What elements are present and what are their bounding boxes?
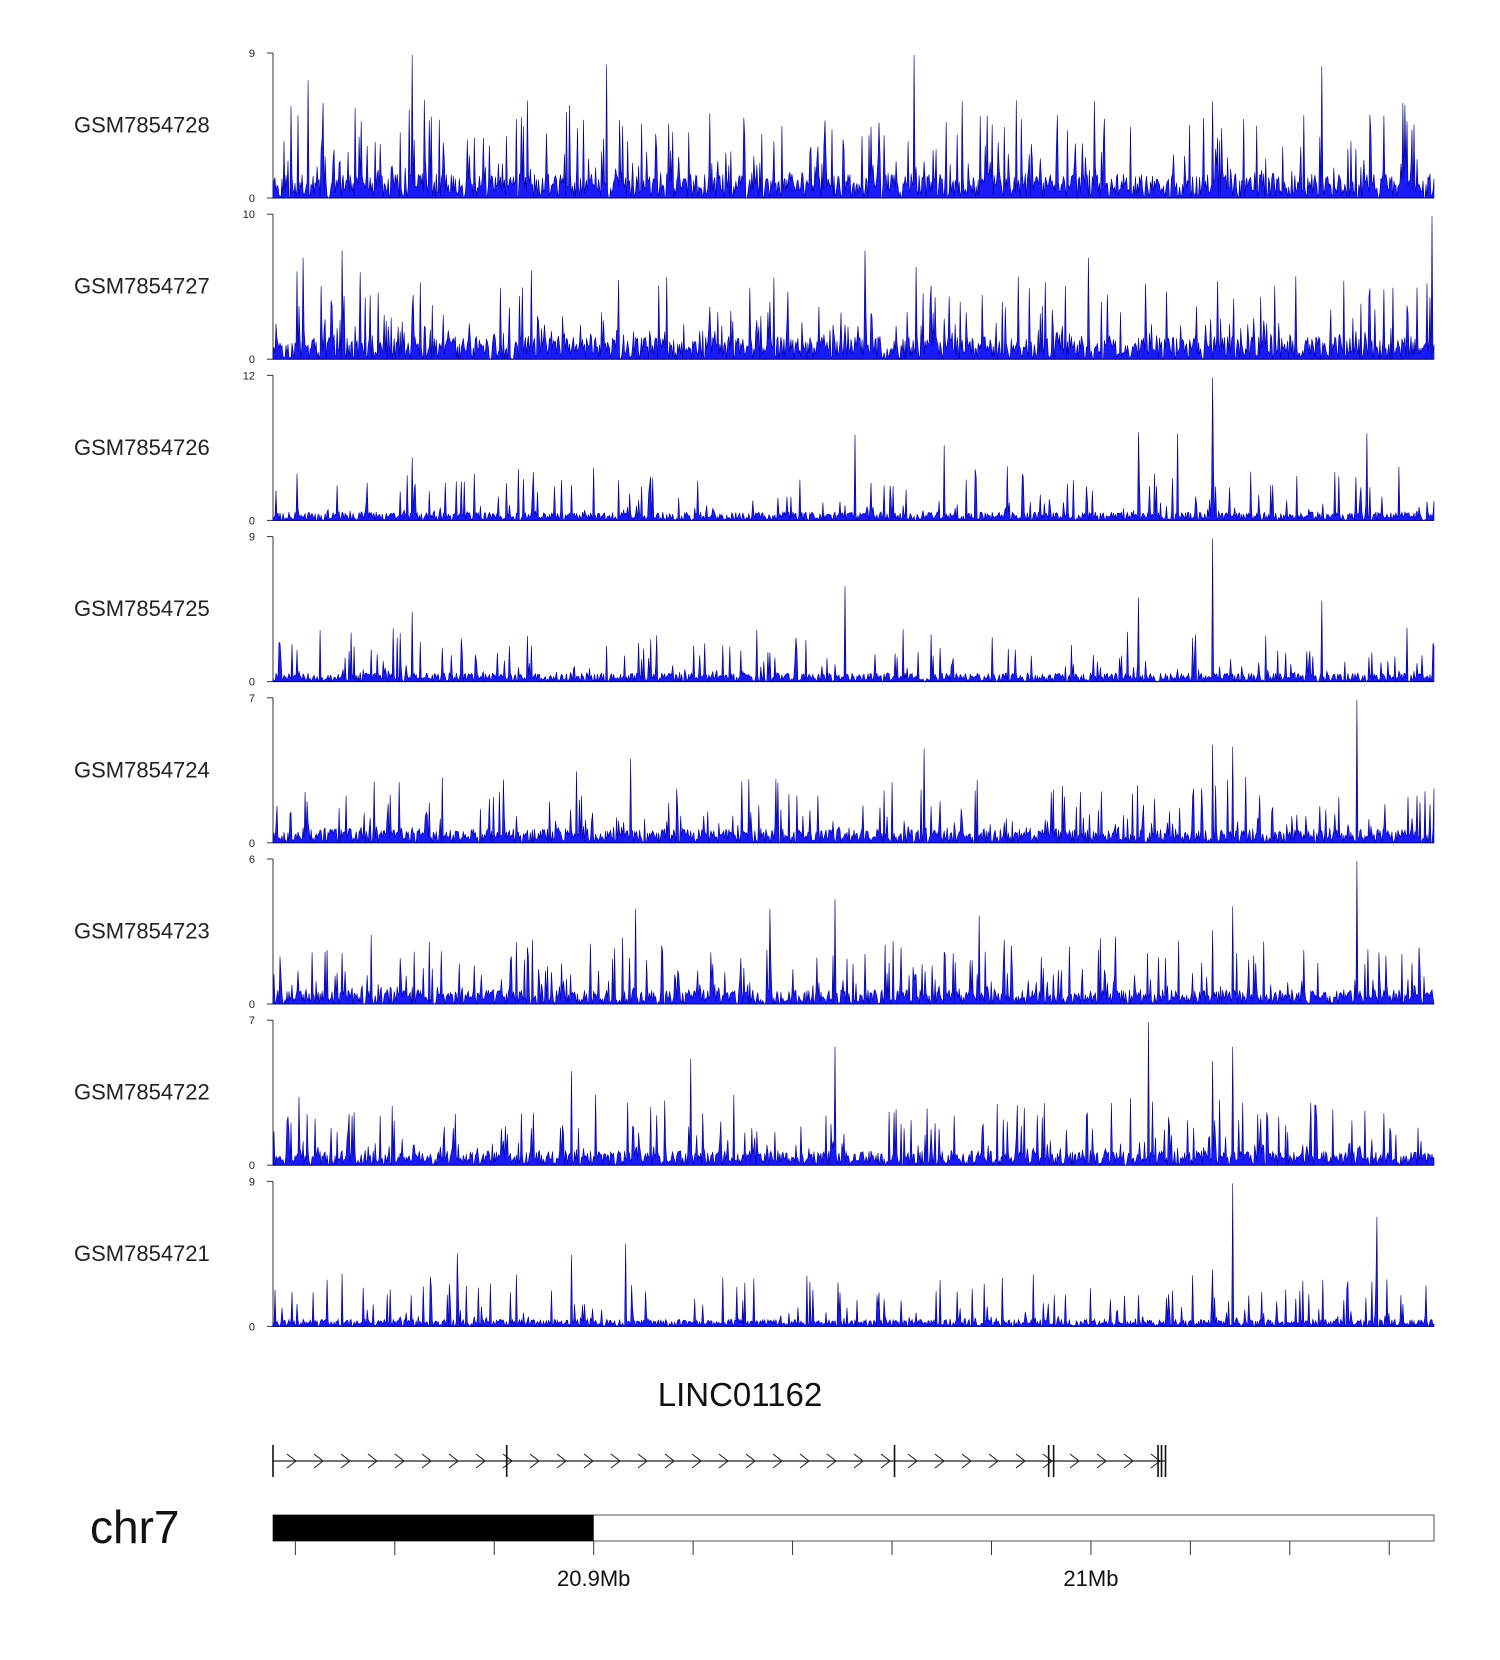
track-GSM7854722: GSM7854722 7 0 <box>74 1015 1435 1172</box>
strand-arrow <box>1015 1453 1026 1469</box>
y-tick-label-min: 0 <box>249 1321 255 1333</box>
coverage-signal <box>272 1183 1435 1328</box>
coverage-signal <box>272 1022 1435 1167</box>
coverage-signal <box>272 54 1435 199</box>
y-tick-label-max: 6 <box>249 854 255 866</box>
track-label: GSM7854724 <box>74 757 210 782</box>
strand-arrow <box>772 1453 783 1469</box>
strand-arrow <box>718 1453 729 1469</box>
strand-arrow <box>745 1453 756 1469</box>
track-GSM7854727: GSM7854727 10 0 <box>74 209 1435 366</box>
strand-arrow <box>340 1453 351 1469</box>
strand-arrow <box>1150 1453 1161 1469</box>
coverage-signal <box>272 216 1435 361</box>
strand-arrow <box>475 1453 486 1469</box>
strand-arrow <box>367 1453 378 1469</box>
track-label: GSM7854725 <box>74 596 210 621</box>
y-tick-label-max: 7 <box>249 1015 255 1027</box>
y-tick-label-min: 0 <box>249 515 255 527</box>
strand-arrow <box>934 1453 945 1469</box>
strand-arrow <box>313 1453 324 1469</box>
y-tick-label-max: 9 <box>249 1176 255 1188</box>
strand-arrow <box>637 1453 648 1469</box>
strand-arrow <box>394 1453 405 1469</box>
strand-arrow <box>286 1453 297 1469</box>
coverage-signal <box>272 699 1435 844</box>
strand-arrow <box>1123 1453 1134 1469</box>
strand-arrow <box>610 1453 621 1469</box>
strand-arrow <box>988 1453 999 1469</box>
coverage-tracks: GSM785472890GSM7854727100GSM7854726120GS… <box>74 48 1435 1333</box>
track-GSM7854726: GSM7854726 12 0 <box>74 370 1435 527</box>
strand-arrow <box>907 1453 918 1469</box>
strand-arrow <box>664 1453 675 1469</box>
y-tick-label-min: 0 <box>249 193 255 205</box>
chromosome-name: chr7 <box>90 1501 179 1553</box>
strand-arrow <box>583 1453 594 1469</box>
y-tick-label-min: 0 <box>249 1160 255 1172</box>
strand-arrow <box>448 1453 459 1469</box>
strand-arrow <box>799 1453 810 1469</box>
y-tick-label-min: 0 <box>249 354 255 366</box>
track-label: GSM7854726 <box>74 435 210 460</box>
strand-arrow <box>421 1453 432 1469</box>
track-GSM7854725: GSM7854725 9 0 <box>74 532 1435 689</box>
track-label: GSM7854723 <box>74 919 210 944</box>
track-GSM7854723: GSM7854723 6 0 <box>74 854 1435 1011</box>
strand-arrow <box>556 1453 567 1469</box>
strand-arrow <box>853 1453 864 1469</box>
strand-arrow <box>961 1453 972 1469</box>
y-tick-label-min: 0 <box>249 999 255 1011</box>
ideogram-body: 20.9Mb 21Mb <box>272 1514 1435 1591</box>
y-tick-label-max: 9 <box>249 532 255 544</box>
y-tick-label-min: 0 <box>249 838 255 850</box>
track-label: GSM7854722 <box>74 1080 210 1105</box>
x-tick-label: 20.9Mb <box>557 1566 630 1591</box>
x-tick-label: 21Mb <box>1063 1566 1118 1591</box>
y-tick-label-max: 10 <box>243 209 255 221</box>
gene-track: LINC01162 <box>272 1376 1167 1477</box>
coverage-signal <box>272 377 1435 522</box>
chromosome-band <box>273 1515 594 1541</box>
strand-arrow <box>1042 1453 1053 1469</box>
track-GSM7854724: GSM7854724 7 0 <box>74 693 1435 850</box>
coverage-signal <box>272 860 1435 1006</box>
track-label: GSM7854727 <box>74 274 210 299</box>
y-tick-label-max: 9 <box>249 48 255 60</box>
track-GSM7854721: GSM7854721 9 0 <box>74 1176 1435 1333</box>
track-GSM7854728: GSM7854728 9 0 <box>74 48 1435 205</box>
track-label: GSM7854728 <box>74 113 210 138</box>
y-tick-label-max: 7 <box>249 693 255 705</box>
chromosome-ideogram: chr7 20.9Mb 21Mb <box>90 1501 1435 1591</box>
coverage-signal <box>272 538 1435 683</box>
strand-arrow <box>1096 1453 1107 1469</box>
strand-arrow <box>691 1453 702 1469</box>
gene-name: LINC01162 <box>658 1376 823 1413</box>
strand-arrow <box>880 1453 891 1469</box>
strand-arrow <box>1069 1453 1080 1469</box>
track-label: GSM7854721 <box>74 1241 210 1266</box>
y-tick-label-max: 12 <box>243 370 255 382</box>
strand-arrow <box>529 1453 540 1469</box>
strand-arrow <box>826 1453 837 1469</box>
gene-model <box>272 1445 1167 1477</box>
y-tick-label-min: 0 <box>249 677 255 689</box>
